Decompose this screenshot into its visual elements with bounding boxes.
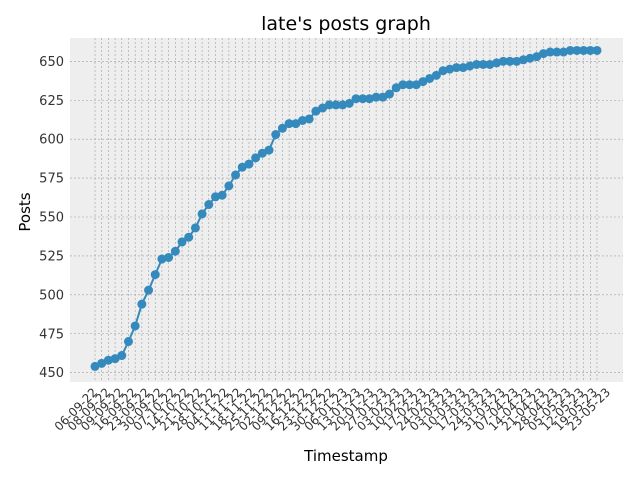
data-point <box>237 162 247 172</box>
data-point <box>157 254 167 264</box>
data-point <box>592 45 602 55</box>
data-point <box>431 70 441 80</box>
data-point <box>311 106 321 116</box>
data-point <box>438 66 448 76</box>
data-point <box>552 47 562 57</box>
y-tick-label: 650 <box>39 55 64 70</box>
data-point <box>123 337 133 347</box>
data-point <box>144 285 154 295</box>
data-point <box>231 170 241 180</box>
data-point <box>244 159 254 169</box>
data-point <box>318 103 328 113</box>
plot-area <box>70 38 623 382</box>
data-point <box>338 100 348 110</box>
x-axis-label: Timestamp <box>303 447 388 465</box>
data-point <box>545 47 555 57</box>
data-point <box>478 59 488 69</box>
data-point <box>505 56 515 66</box>
data-point <box>150 270 160 280</box>
y-tick-labels: 450 475 500 525 550 575 600 625 650 <box>39 55 64 381</box>
data-point <box>518 55 528 65</box>
data-point <box>358 94 368 104</box>
data-point <box>184 232 194 242</box>
data-point <box>559 47 569 57</box>
data-point <box>297 116 307 125</box>
y-tick-label: 575 <box>39 172 64 187</box>
y-tick-label: 525 <box>39 249 64 264</box>
data-point <box>565 45 575 55</box>
data-point <box>411 80 421 90</box>
data-point <box>324 100 334 110</box>
data-point <box>304 114 314 124</box>
data-point <box>291 119 301 129</box>
data-points <box>90 45 602 371</box>
data-point <box>405 80 415 90</box>
y-tick-label: 450 <box>39 366 64 381</box>
data-point <box>170 246 180 256</box>
data-point <box>117 351 127 361</box>
data-point <box>217 190 227 200</box>
x-tick-labels: 06-09-2208-09-2209-09-2216-09-2223-09-22… <box>52 385 613 433</box>
data-point <box>451 63 461 73</box>
data-point <box>130 321 140 331</box>
data-point <box>351 94 361 104</box>
data-point <box>284 119 294 129</box>
data-point <box>264 145 274 155</box>
data-point <box>378 92 388 102</box>
chart-title: late's posts graph <box>261 13 431 35</box>
y-tick-label: 600 <box>39 133 64 148</box>
data-point <box>385 89 395 99</box>
data-point <box>579 45 589 55</box>
data-point <box>177 237 187 247</box>
data-point <box>204 200 214 210</box>
data-point <box>472 59 482 69</box>
y-axis-label: Posts <box>16 192 34 231</box>
data-point <box>224 181 234 191</box>
data-point <box>110 354 120 364</box>
y-tick-label: 550 <box>39 211 64 226</box>
data-point <box>391 83 401 93</box>
data-point <box>458 63 468 73</box>
data-point <box>371 92 381 102</box>
y-tick-label: 625 <box>39 94 64 109</box>
data-point <box>137 299 147 309</box>
data-point <box>251 153 261 163</box>
data-point <box>585 45 595 55</box>
data-point <box>425 73 435 83</box>
data-point <box>498 56 508 66</box>
data-point <box>271 130 281 140</box>
data-point <box>164 252 174 262</box>
data-point <box>538 49 548 59</box>
data-point <box>190 223 200 233</box>
data-point <box>418 77 428 87</box>
data-point <box>277 123 287 133</box>
data-point <box>398 80 408 90</box>
data-point <box>97 358 107 368</box>
data-point <box>572 45 582 55</box>
data-point <box>90 361 100 371</box>
data-point <box>344 98 354 108</box>
y-tick-label: 475 <box>39 327 64 342</box>
y-tick-label: 500 <box>39 288 64 303</box>
data-point <box>532 52 542 62</box>
data-point <box>197 209 207 219</box>
data-point <box>257 148 267 158</box>
data-point <box>331 100 341 110</box>
